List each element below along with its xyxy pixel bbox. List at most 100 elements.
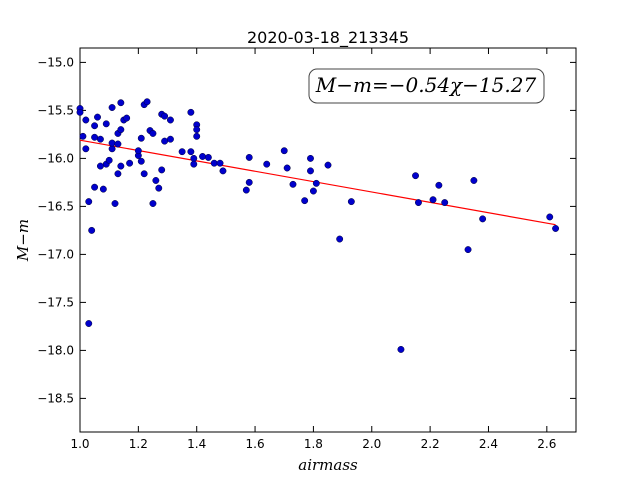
data-point [88, 226, 96, 234]
data-point [280, 147, 288, 155]
data-points [76, 98, 560, 353]
data-point [166, 116, 174, 124]
data-point [102, 120, 110, 128]
data-point [134, 147, 142, 155]
data-point [435, 181, 443, 189]
x-axis: 1.0 1.2 1.4 1.6 1.8 2.0 2.2 2.4 2.6 [70, 48, 556, 451]
data-point [210, 159, 218, 167]
data-point [143, 98, 151, 106]
data-point [190, 160, 198, 168]
data-point [178, 148, 186, 156]
data-point [187, 148, 195, 156]
x-tick-label: 1.0 [70, 437, 89, 451]
x-tick-label: 2.2 [421, 437, 440, 451]
data-point [245, 178, 253, 186]
data-point [347, 198, 355, 206]
data-point [85, 198, 93, 206]
x-axis-label: airmass [298, 456, 358, 474]
y-tick-label: −17.0 [37, 247, 74, 261]
x-tick-label: 1.2 [129, 437, 148, 451]
data-point [94, 113, 101, 121]
data-point [546, 213, 554, 221]
data-point [289, 180, 297, 188]
data-point [155, 184, 163, 192]
data-point [552, 225, 560, 232]
data-point [149, 129, 157, 137]
data-point [123, 114, 131, 122]
fit-equation-label: M−m=−0.54χ−15.27 [315, 73, 537, 97]
data-point [336, 235, 344, 243]
y-axis-label: M−m [14, 219, 32, 262]
data-point [82, 116, 90, 124]
y-tick-label: −18.5 [37, 391, 74, 405]
data-point [312, 179, 320, 187]
data-point [149, 200, 157, 207]
data-point [429, 196, 437, 204]
data-point [91, 122, 99, 130]
x-tick-label: 2.4 [479, 437, 498, 451]
data-point [82, 145, 90, 153]
y-tick-label: −18.0 [37, 343, 74, 357]
x-tick-label: 1.6 [246, 437, 265, 451]
data-point [85, 320, 93, 327]
data-point [91, 133, 99, 141]
data-point [324, 161, 332, 169]
data-point [76, 108, 84, 116]
data-point [96, 135, 104, 143]
data-point [117, 162, 125, 170]
data-point [479, 215, 487, 223]
fit-equation-box: M−m=−0.54χ−15.27 [308, 68, 545, 104]
data-point [161, 137, 169, 145]
x-tick-label: 2.0 [362, 437, 381, 451]
data-point [464, 246, 472, 254]
data-point [245, 153, 253, 161]
data-point [263, 160, 271, 168]
data-point [108, 139, 116, 147]
y-tick-label: −15.0 [37, 55, 74, 69]
data-point [187, 108, 195, 116]
data-point [117, 99, 125, 107]
data-point [204, 153, 212, 161]
data-point [111, 200, 119, 207]
y-tick-label: −17.5 [37, 295, 74, 309]
chart-title: 2020-03-18_213345 [247, 28, 409, 48]
data-point [161, 112, 169, 120]
data-point [283, 164, 291, 172]
data-point [307, 154, 314, 162]
data-point [216, 159, 224, 167]
data-point [307, 167, 314, 175]
data-point [96, 162, 104, 170]
data-point [193, 126, 201, 134]
y-tick-label: −16.0 [37, 151, 74, 165]
data-point [309, 187, 317, 195]
data-point [470, 177, 478, 184]
data-point [137, 157, 145, 165]
data-point [412, 172, 419, 180]
data-point [190, 154, 198, 162]
data-point [441, 199, 449, 207]
y-tick-label: −16.5 [37, 199, 74, 213]
y-axis: −15.0 −15.5 −16.0 −16.5 −17.0 −17.5 −18.0 −18.5 [37, 55, 576, 405]
data-point [126, 159, 134, 167]
data-point [242, 186, 250, 194]
data-point [166, 135, 174, 143]
x-tick-label: 2.6 [537, 437, 556, 451]
data-point [105, 156, 113, 164]
data-point [301, 197, 309, 205]
x-tick-label: 1.8 [304, 437, 323, 451]
data-point [219, 167, 227, 175]
data-point [193, 132, 201, 140]
data-point [99, 185, 107, 193]
fit-equation-frame [308, 68, 545, 104]
data-point [152, 177, 160, 184]
data-point [91, 183, 99, 191]
y-tick-label: −15.5 [37, 103, 74, 117]
data-point [117, 126, 125, 134]
data-point [114, 170, 122, 178]
x-tick-label: 1.4 [187, 437, 206, 451]
data-point [414, 199, 422, 207]
data-point [137, 134, 145, 142]
data-point [140, 170, 148, 178]
data-point [108, 145, 116, 153]
